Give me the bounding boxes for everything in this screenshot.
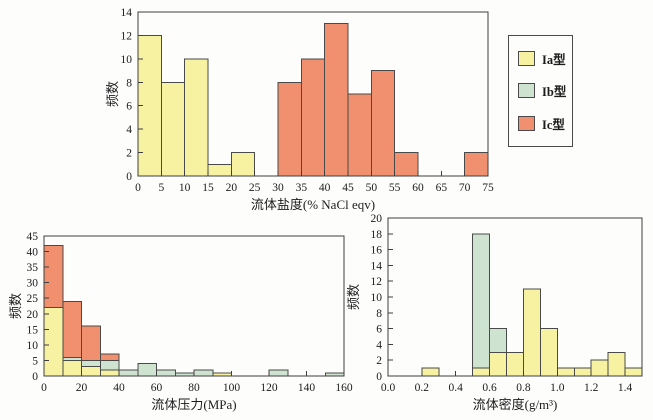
legend-label-Ia: Ia型 (542, 52, 566, 67)
legend-swatch-Ic-icon (518, 116, 535, 132)
legend-item-Ib: Ib型 (518, 81, 572, 100)
svg-text:1.4: 1.4 (618, 382, 633, 394)
legend-label-Ib: Ib型 (542, 85, 567, 100)
legend-item-Ic: Ic型 (518, 114, 572, 133)
svg-text:0.6: 0.6 (482, 382, 497, 394)
svg-text:40: 40 (27, 247, 39, 259)
svg-text:60: 60 (412, 182, 424, 194)
svg-text:4: 4 (376, 339, 382, 351)
svg-text:45: 45 (342, 182, 354, 194)
svg-text:14: 14 (121, 7, 133, 19)
svg-text:40: 40 (113, 382, 125, 394)
svg-text:55: 55 (389, 182, 401, 194)
svg-text:60: 60 (151, 382, 163, 394)
svg-text:50: 50 (366, 182, 378, 194)
svg-text:流体盐度(% NaCl eqv): 流体盐度(% NaCl eqv) (251, 197, 375, 212)
svg-text:160: 160 (335, 382, 353, 394)
svg-text:2: 2 (376, 355, 382, 367)
svg-text:35: 35 (27, 262, 39, 274)
chart-fluid-salinity: 0 5 10 15 20 25 30 35 40 45 50 55 60 65 70 75 0 2 4 6 8 10 12 1… (95, 0, 505, 212)
svg-text:140: 140 (298, 382, 316, 394)
legend-label-Ic: Ic型 (542, 118, 565, 133)
legend-swatch-Ia-icon (518, 50, 535, 66)
svg-text:12: 12 (121, 30, 133, 42)
legend-swatch-Ib-icon (518, 83, 535, 99)
svg-text:0: 0 (376, 371, 382, 383)
svg-text:30: 30 (27, 278, 39, 290)
svg-text:65: 65 (436, 182, 448, 194)
svg-text:1.0: 1.0 (550, 382, 565, 394)
svg-text:频数: 频数 (105, 81, 120, 107)
svg-text:6: 6 (376, 324, 382, 336)
svg-text:流体压力(MPa): 流体压力(MPa) (151, 397, 236, 412)
svg-text:120: 120 (260, 382, 278, 394)
svg-text:5: 5 (158, 182, 164, 194)
svg-text:20: 20 (226, 182, 238, 194)
fluid-density-plot: 0.0 0.2 0.4 0.6 0.8 1.0 1.2 1.4 0 2 4 6 8 10 12 14 16 18 2… (346, 213, 643, 412)
svg-text:10: 10 (27, 340, 39, 352)
svg-text:0: 0 (126, 171, 132, 183)
svg-text:频数: 频数 (8, 293, 23, 319)
svg-text:20: 20 (76, 382, 88, 394)
svg-text:0: 0 (135, 182, 141, 194)
svg-text:0.4: 0.4 (449, 382, 464, 394)
svg-text:1.2: 1.2 (584, 382, 599, 394)
svg-text:15: 15 (27, 324, 39, 336)
svg-text:18: 18 (371, 229, 383, 241)
svg-text:5: 5 (32, 355, 38, 367)
svg-text:35: 35 (296, 182, 308, 194)
svg-text:100: 100 (223, 382, 241, 394)
fluid-salinity-plot: 0 5 10 15 20 25 30 35 40 45 50 55 60 65 70 75 0 2 4 6 8 10 12 1… (105, 7, 494, 212)
legend: Ia型 Ib型 Ic型 (508, 35, 573, 147)
svg-text:70: 70 (459, 182, 471, 194)
svg-text:20: 20 (371, 213, 383, 225)
svg-text:10: 10 (179, 182, 191, 194)
svg-text:8: 8 (126, 77, 132, 89)
svg-text:12: 12 (371, 276, 383, 288)
legend-item-Ia: Ia型 (518, 49, 572, 68)
svg-text:10: 10 (121, 54, 133, 66)
svg-text:20: 20 (27, 309, 39, 321)
svg-text:0.2: 0.2 (415, 382, 430, 394)
chart-fluid-density: 0.0 0.2 0.4 0.6 0.8 1.0 1.2 1.4 0 2 4 6 8 10 12 14 16 18 2… (346, 206, 653, 420)
svg-text:流体密度(g/m³): 流体密度(g/m³) (473, 397, 558, 412)
svg-text:80: 80 (188, 382, 200, 394)
chart-fluid-pressure: 0 20 40 60 80 100 120 140 160 0 5 10 15 20 25 30 35 40 45 流… (0, 206, 353, 420)
svg-text:8: 8 (376, 308, 382, 320)
svg-text:30: 30 (272, 182, 284, 194)
fluid-pressure-plot: 0 20 40 60 80 100 120 140 160 0 5 10 15 20 25 30 35 40 45 流… (8, 231, 353, 412)
svg-text:75: 75 (482, 182, 494, 194)
svg-text:4: 4 (126, 124, 132, 136)
svg-text:0.0: 0.0 (381, 382, 396, 394)
svg-text:14: 14 (371, 260, 383, 272)
svg-text:2: 2 (126, 148, 132, 160)
svg-text:16: 16 (371, 245, 383, 257)
svg-text:15: 15 (202, 182, 214, 194)
svg-text:10: 10 (371, 292, 383, 304)
svg-text:45: 45 (27, 231, 39, 243)
svg-text:0: 0 (32, 371, 38, 383)
svg-text:频数: 频数 (346, 284, 361, 310)
svg-text:40: 40 (319, 182, 331, 194)
svg-text:0.8: 0.8 (516, 382, 531, 394)
svg-text:6: 6 (126, 101, 132, 113)
svg-text:25: 25 (27, 293, 39, 305)
svg-text:0: 0 (41, 382, 47, 394)
svg-text:25: 25 (249, 182, 261, 194)
